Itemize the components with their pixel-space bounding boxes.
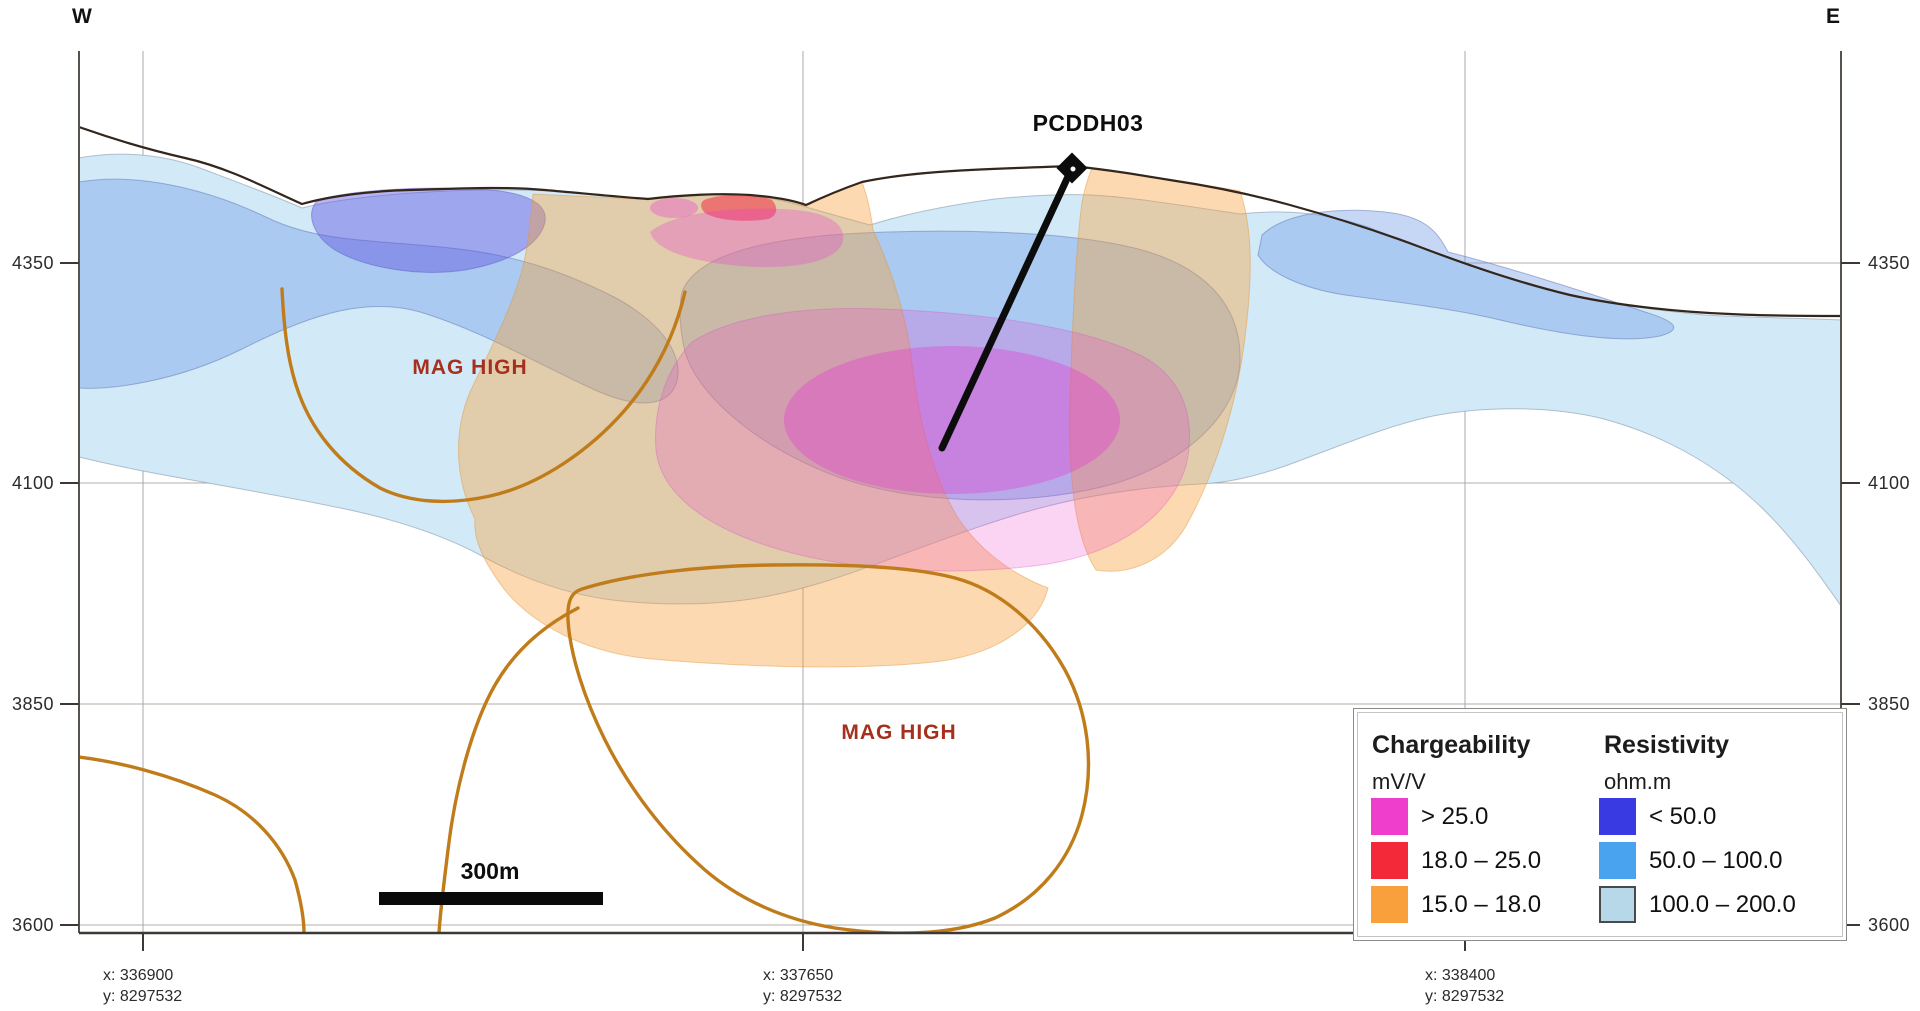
elev-tick-left-4350: 4350 <box>11 253 54 273</box>
station-x: x: 336900 <box>103 967 174 984</box>
chargeability-15-18-swatch <box>1371 886 1408 923</box>
east-label: E <box>1826 5 1841 28</box>
chargeability-15-18-regions <box>458 168 1251 668</box>
legend-item-label: 18.0 – 25.0 <box>1421 847 1542 874</box>
chargeability-18-25-swatch <box>1371 842 1408 879</box>
legend-item-label: 100.0 – 200.0 <box>1649 891 1796 918</box>
station-coords-2: x: 337650 y: 8297532 <box>763 965 842 1007</box>
mag-high-annotation-lower: MAG HIGH <box>841 721 957 744</box>
resistivity-50-100-regions <box>79 178 1675 501</box>
topographic-surface-line <box>79 125 1841 318</box>
legend-item-label: > 25.0 <box>1421 803 1489 830</box>
elev-tick-left-3600: 3600 <box>11 915 54 935</box>
legend-box: Chargeability mV/V > 25.0 18.0 – 25.0 15… <box>1353 708 1847 941</box>
elev-tick-left-3850: 3850 <box>11 694 54 714</box>
chargeability-gt-25-regions <box>650 198 1191 572</box>
legend-chargeability-unit: mV/V <box>1372 769 1426 794</box>
station-y: y: 8297532 <box>763 988 843 1005</box>
station-x: x: 337650 <box>763 967 834 984</box>
chargeability-18-25-region <box>701 194 777 221</box>
scale-bar <box>379 892 603 905</box>
scale-bar-label: 300m <box>460 858 520 884</box>
resistivity-lt-50-region <box>311 187 546 273</box>
legend-resistivity-unit: ohm.m <box>1604 769 1672 794</box>
station-x: x: 338400 <box>1425 967 1496 984</box>
legend-chargeability-title: Chargeability <box>1372 731 1531 759</box>
elev-tick-right-3600: 3600 <box>1868 915 1911 935</box>
axis-ticks <box>60 262 1860 951</box>
legend-item-label: 15.0 – 18.0 <box>1421 891 1542 918</box>
station-y: y: 8297532 <box>103 988 183 1005</box>
legend-inner-frame: Chargeability mV/V > 25.0 18.0 – 25.0 15… <box>1357 712 1843 937</box>
resistivity-50-100-swatch <box>1599 842 1636 879</box>
mag-high-contours <box>79 287 1091 933</box>
legend-resistivity-title: Resistivity <box>1604 731 1730 759</box>
resistivity-lt50-swatch <box>1599 798 1636 835</box>
resistivity-100-200-swatch <box>1599 886 1636 923</box>
drillhole-label: PCDDH03 <box>1032 110 1144 136</box>
legend-item-label: < 50.0 <box>1649 803 1717 830</box>
chargeability-gt25-swatch <box>1371 798 1408 835</box>
elev-tick-right-4100: 4100 <box>1868 473 1911 493</box>
station-y: y: 8297532 <box>1425 988 1505 1005</box>
elev-tick-right-4350: 4350 <box>1868 253 1911 273</box>
west-label: W <box>72 5 92 28</box>
station-coords-1: x: 336900 y: 8297532 <box>103 965 182 1007</box>
elev-tick-left-4100: 4100 <box>11 473 54 493</box>
elev-tick-right-3850: 3850 <box>1868 694 1911 714</box>
station-coords-3: x: 338400 y: 8297532 <box>1425 965 1504 1007</box>
mag-high-annotation-upper: MAG HIGH <box>412 356 528 379</box>
legend-item-label: 50.0 – 100.0 <box>1649 847 1783 874</box>
